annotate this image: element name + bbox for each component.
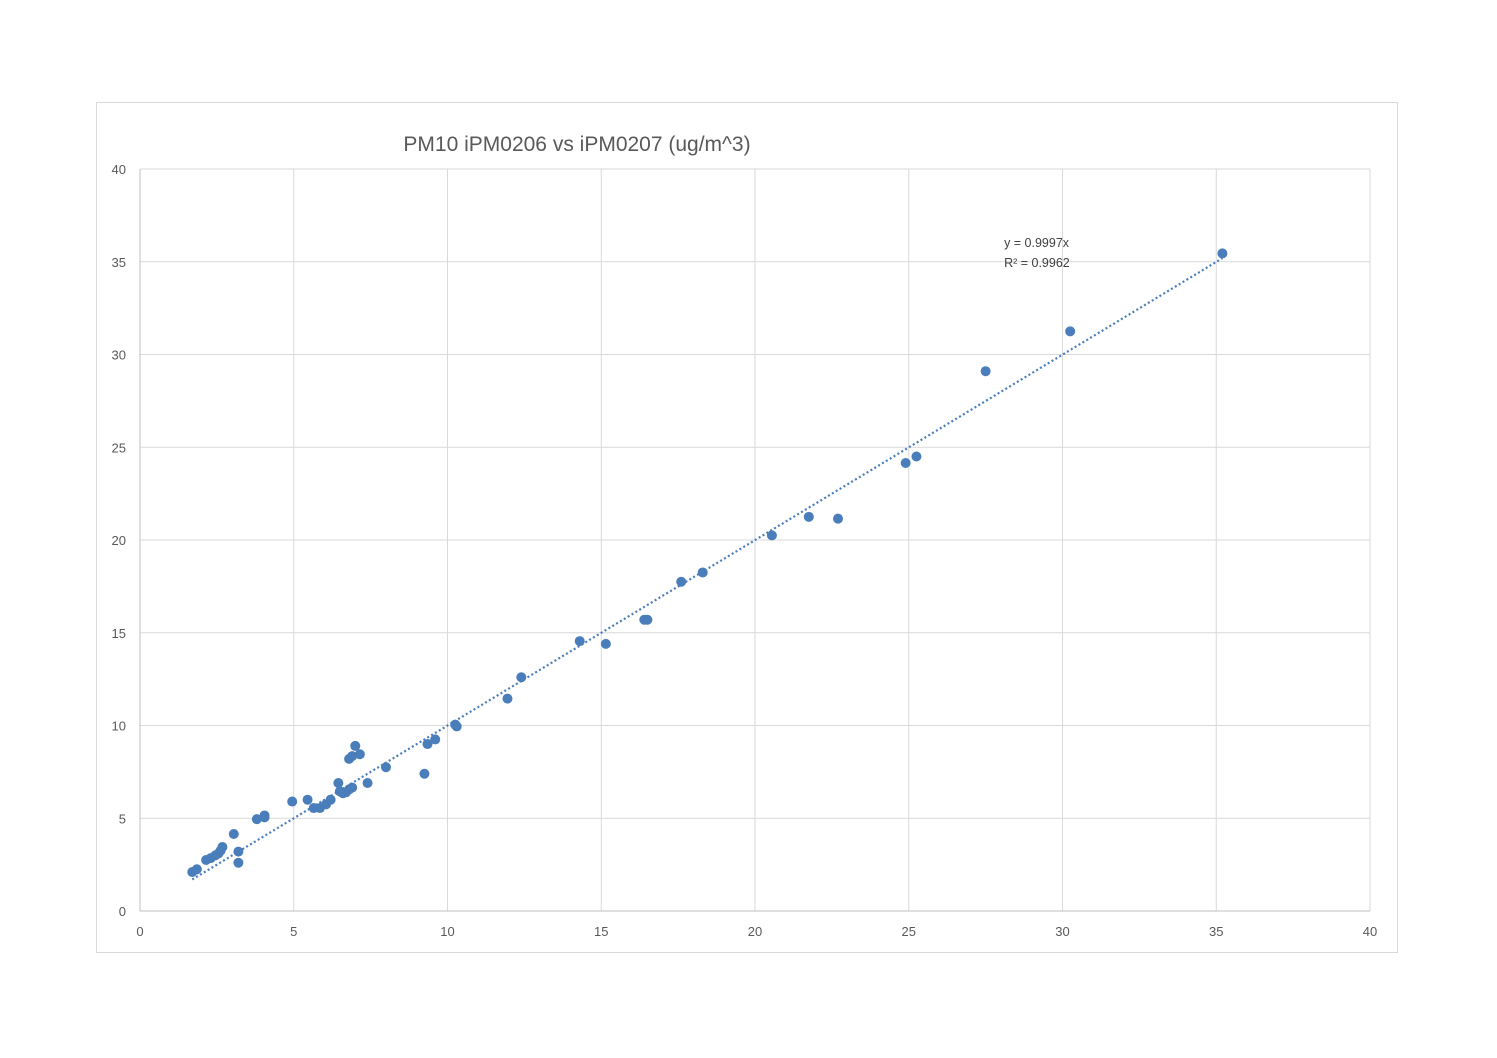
x-tick-label: 30 — [1055, 924, 1069, 939]
data-points — [187, 248, 1228, 878]
y-tick-label: 20 — [112, 533, 126, 548]
data-point — [302, 794, 313, 805]
data-point — [419, 768, 430, 779]
x-tick-label: 35 — [1209, 924, 1223, 939]
data-point — [233, 846, 244, 857]
gridlines — [140, 168, 1371, 911]
x-tick-label: 25 — [902, 924, 916, 939]
data-point — [980, 366, 991, 377]
data-point — [600, 638, 611, 649]
x-tick-label: 20 — [748, 924, 762, 939]
data-point — [354, 749, 365, 760]
data-point — [502, 693, 513, 704]
y-tick-label: 15 — [112, 626, 126, 641]
data-point — [516, 672, 527, 683]
data-point — [333, 778, 344, 789]
x-tick-label: 10 — [440, 924, 454, 939]
data-point — [347, 751, 358, 762]
data-point — [217, 842, 228, 853]
scatter-chart: 0 5 10 15 20 25 30 35 40 0 5 10 15 20 25 30 35 40 PM10 iP… — [112, 133, 1378, 939]
data-point — [1217, 248, 1228, 259]
data-point — [697, 567, 708, 578]
y-tick-label: 10 — [112, 719, 126, 734]
tick-labels: 0 5 10 15 20 25 30 35 40 0 5 10 15 20 25 30 35 40 — [112, 162, 1378, 939]
y-tick-label: 35 — [112, 255, 126, 270]
x-tick-label: 40 — [1363, 924, 1377, 939]
data-point — [228, 829, 239, 840]
x-tick-label: 5 — [290, 924, 297, 939]
data-point — [766, 530, 777, 541]
y-tick-label: 5 — [119, 811, 126, 826]
data-point — [1065, 326, 1076, 337]
data-point — [287, 796, 298, 807]
data-point — [833, 513, 844, 524]
x-tick-label: 0 — [136, 924, 143, 939]
data-point — [422, 739, 433, 750]
y-tick-label: 30 — [112, 348, 126, 363]
data-point — [233, 857, 244, 868]
chart-title: PM10 iPM0206 vs iPM0207 (ug/m^3) — [403, 133, 750, 156]
data-point — [347, 782, 358, 793]
data-point — [574, 636, 585, 647]
data-point — [451, 721, 462, 732]
data-point — [430, 734, 441, 745]
y-tick-label: 25 — [112, 440, 126, 455]
trendline-r2: R² = 0.9962 — [1004, 256, 1070, 270]
data-point — [259, 810, 270, 821]
data-point — [350, 740, 361, 751]
data-point — [803, 511, 814, 522]
data-point — [900, 458, 911, 469]
data-point — [676, 576, 687, 587]
x-tick-label: 15 — [594, 924, 608, 939]
data-point — [251, 814, 262, 825]
data-point — [642, 614, 653, 625]
data-point — [911, 451, 922, 462]
axes — [139, 169, 1370, 912]
y-tick-label: 0 — [119, 904, 126, 919]
chart-frame: 0 5 10 15 20 25 30 35 40 0 5 10 15 20 25 30 35 40 PM10 iP… — [96, 102, 1398, 953]
data-point — [325, 794, 336, 805]
data-point — [362, 778, 373, 789]
data-point — [381, 762, 391, 773]
trendline-equation: y = 0.9997x — [1004, 236, 1070, 250]
data-point — [191, 864, 202, 875]
y-tick-label: 40 — [112, 162, 126, 177]
